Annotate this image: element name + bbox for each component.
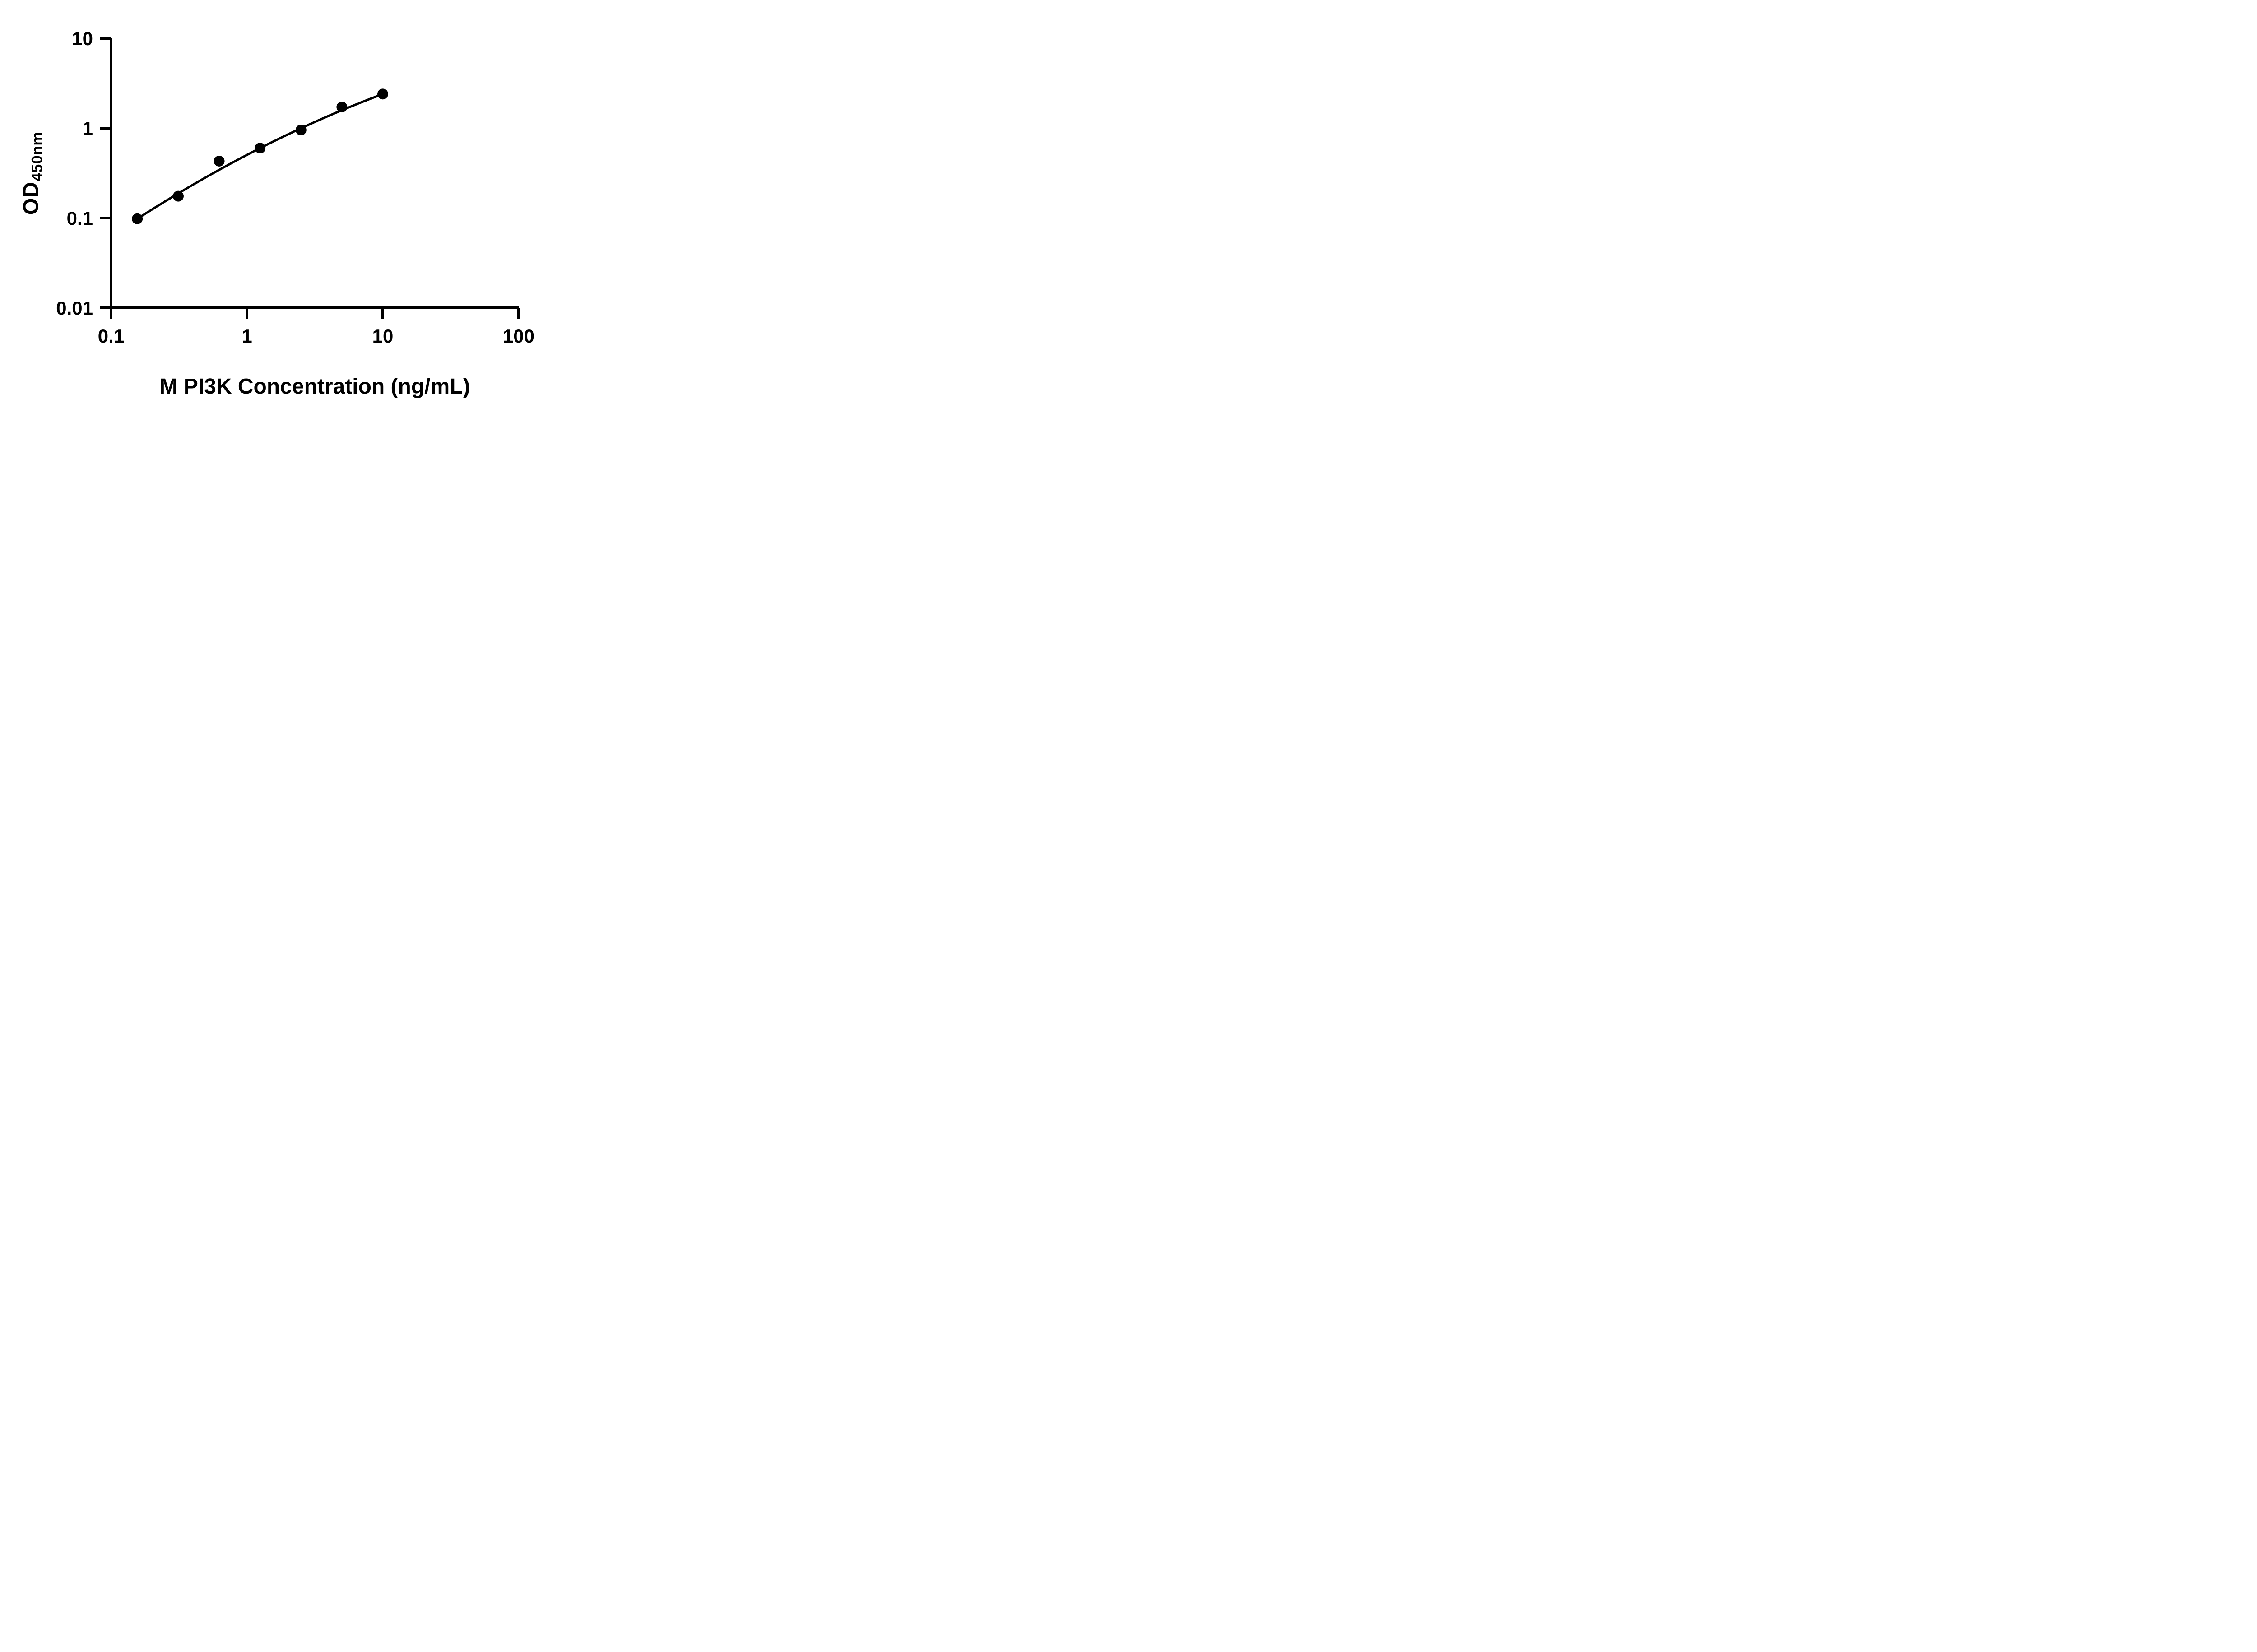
data-point (377, 88, 388, 100)
y-tick-label: 0.1 (67, 208, 93, 229)
x-tick-label: 10 (372, 325, 394, 347)
data-point (336, 102, 348, 113)
x-axis-title: M PI3K Concentration (ng/mL) (159, 375, 470, 399)
y-axis-title: OD450nm (19, 132, 46, 215)
data-point (295, 124, 307, 135)
x-tick-label: 100 (503, 325, 534, 347)
data-point (255, 143, 266, 154)
y-tick-label: 0.01 (56, 297, 93, 319)
x-tick-label: 1 (241, 325, 252, 347)
data-point (132, 213, 143, 224)
elisa-standard-curve-figure: 0.1 1 10 100 0.01 0.1 1 10 OD450nm M PI3K Conce… (0, 0, 581, 413)
y-tick-label: 1 (83, 118, 93, 139)
y-tick-label: 10 (72, 28, 93, 49)
data-point (214, 155, 225, 167)
y-axis-title-main: OD (19, 181, 43, 215)
data-point (172, 190, 184, 202)
y-axis-title-sub: 450nm (28, 131, 46, 182)
x-tick-label: 0.1 (98, 325, 124, 347)
